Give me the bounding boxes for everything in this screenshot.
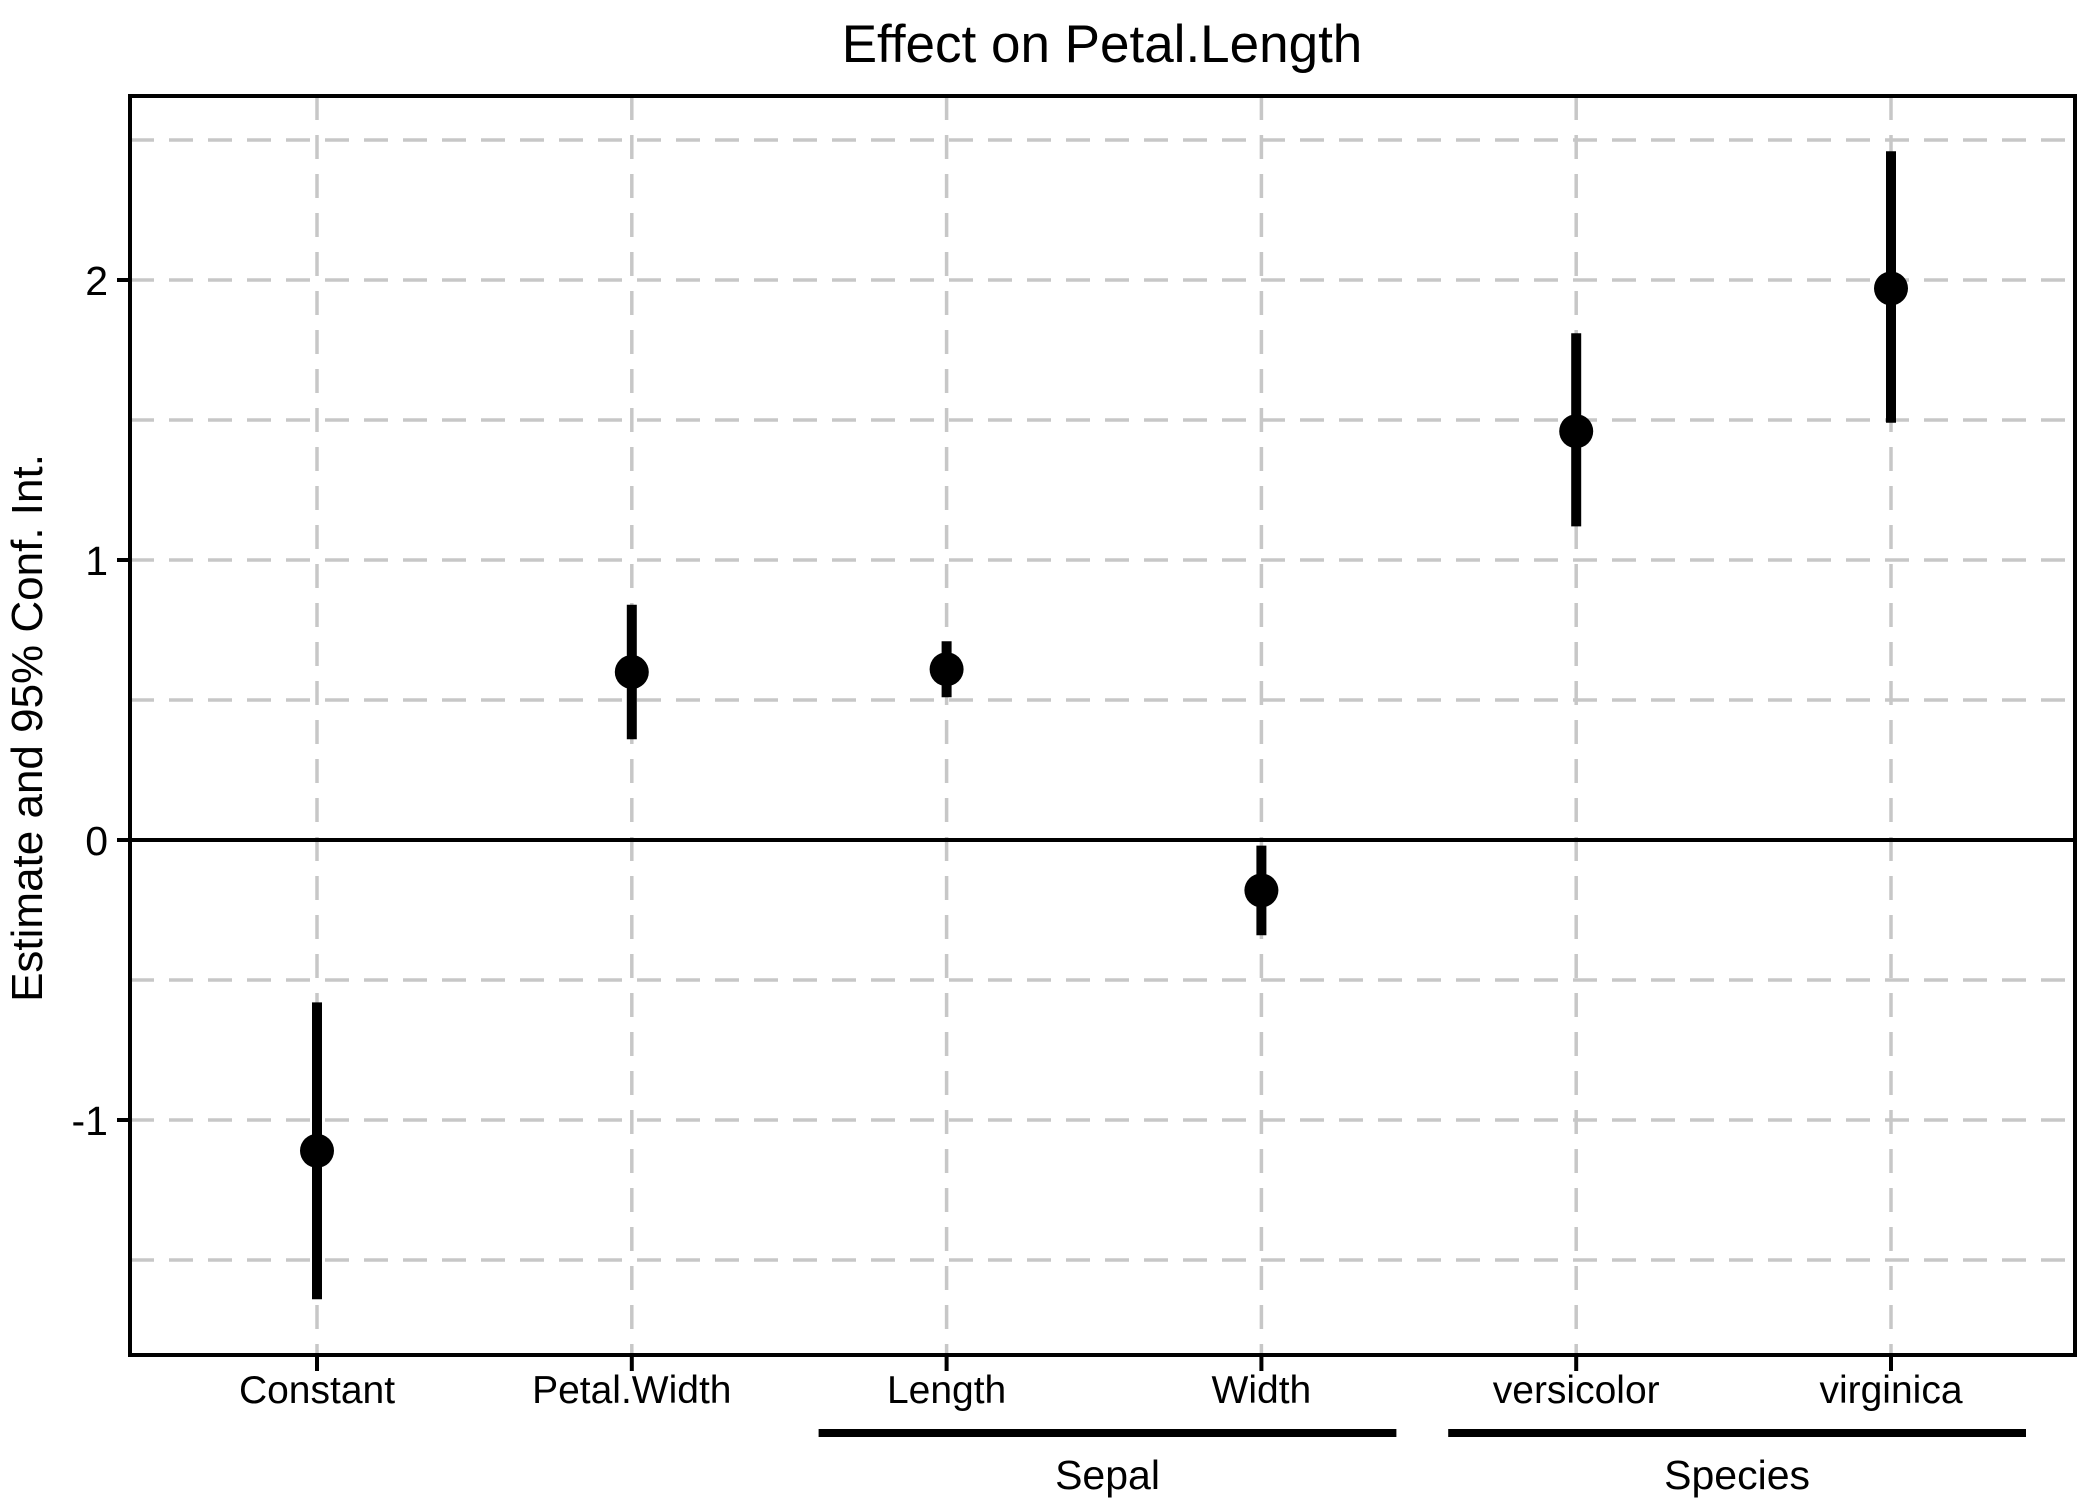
point-petal-width <box>614 655 649 689</box>
y-axis-label: Estimate and 95% Conf. Int. <box>3 454 52 1002</box>
point-width <box>1244 873 1279 908</box>
y-tick-label-1: 1 <box>85 538 108 584</box>
point-virginica <box>1874 271 1908 306</box>
data-layer <box>300 151 1908 1300</box>
plot-border <box>128 94 2077 1357</box>
point-length <box>929 652 964 687</box>
x-tick-label-width: Width <box>1212 1369 1312 1412</box>
x-tick-label-versicolor: versicolor <box>1493 1369 1660 1412</box>
gridlines-layer <box>130 96 2075 1355</box>
x-tick-label-virginica: virginica <box>1819 1369 1962 1412</box>
chart-title: Effect on Petal.Length <box>842 15 1363 74</box>
y-tick-label-2: 2 <box>85 258 108 304</box>
point-versicolor <box>1559 414 1594 449</box>
y-tick-label--1: -1 <box>72 1098 108 1144</box>
x-tick-label-petal-width: Petal.Width <box>532 1369 731 1412</box>
x-tick-label-constant: Constant <box>239 1369 395 1412</box>
y-tick-label-0: 0 <box>85 818 108 864</box>
point-constant <box>300 1133 334 1168</box>
axis-layer: -1 0 1 2 Constant Petal.Width Length Width versi… <box>72 258 2026 1498</box>
group-label-sepal: Sepal <box>1055 1452 1160 1498</box>
x-tick-label-length: Length <box>887 1369 1006 1412</box>
group-label-species: Species <box>1664 1452 1810 1498</box>
frame-layer <box>128 94 2077 1357</box>
